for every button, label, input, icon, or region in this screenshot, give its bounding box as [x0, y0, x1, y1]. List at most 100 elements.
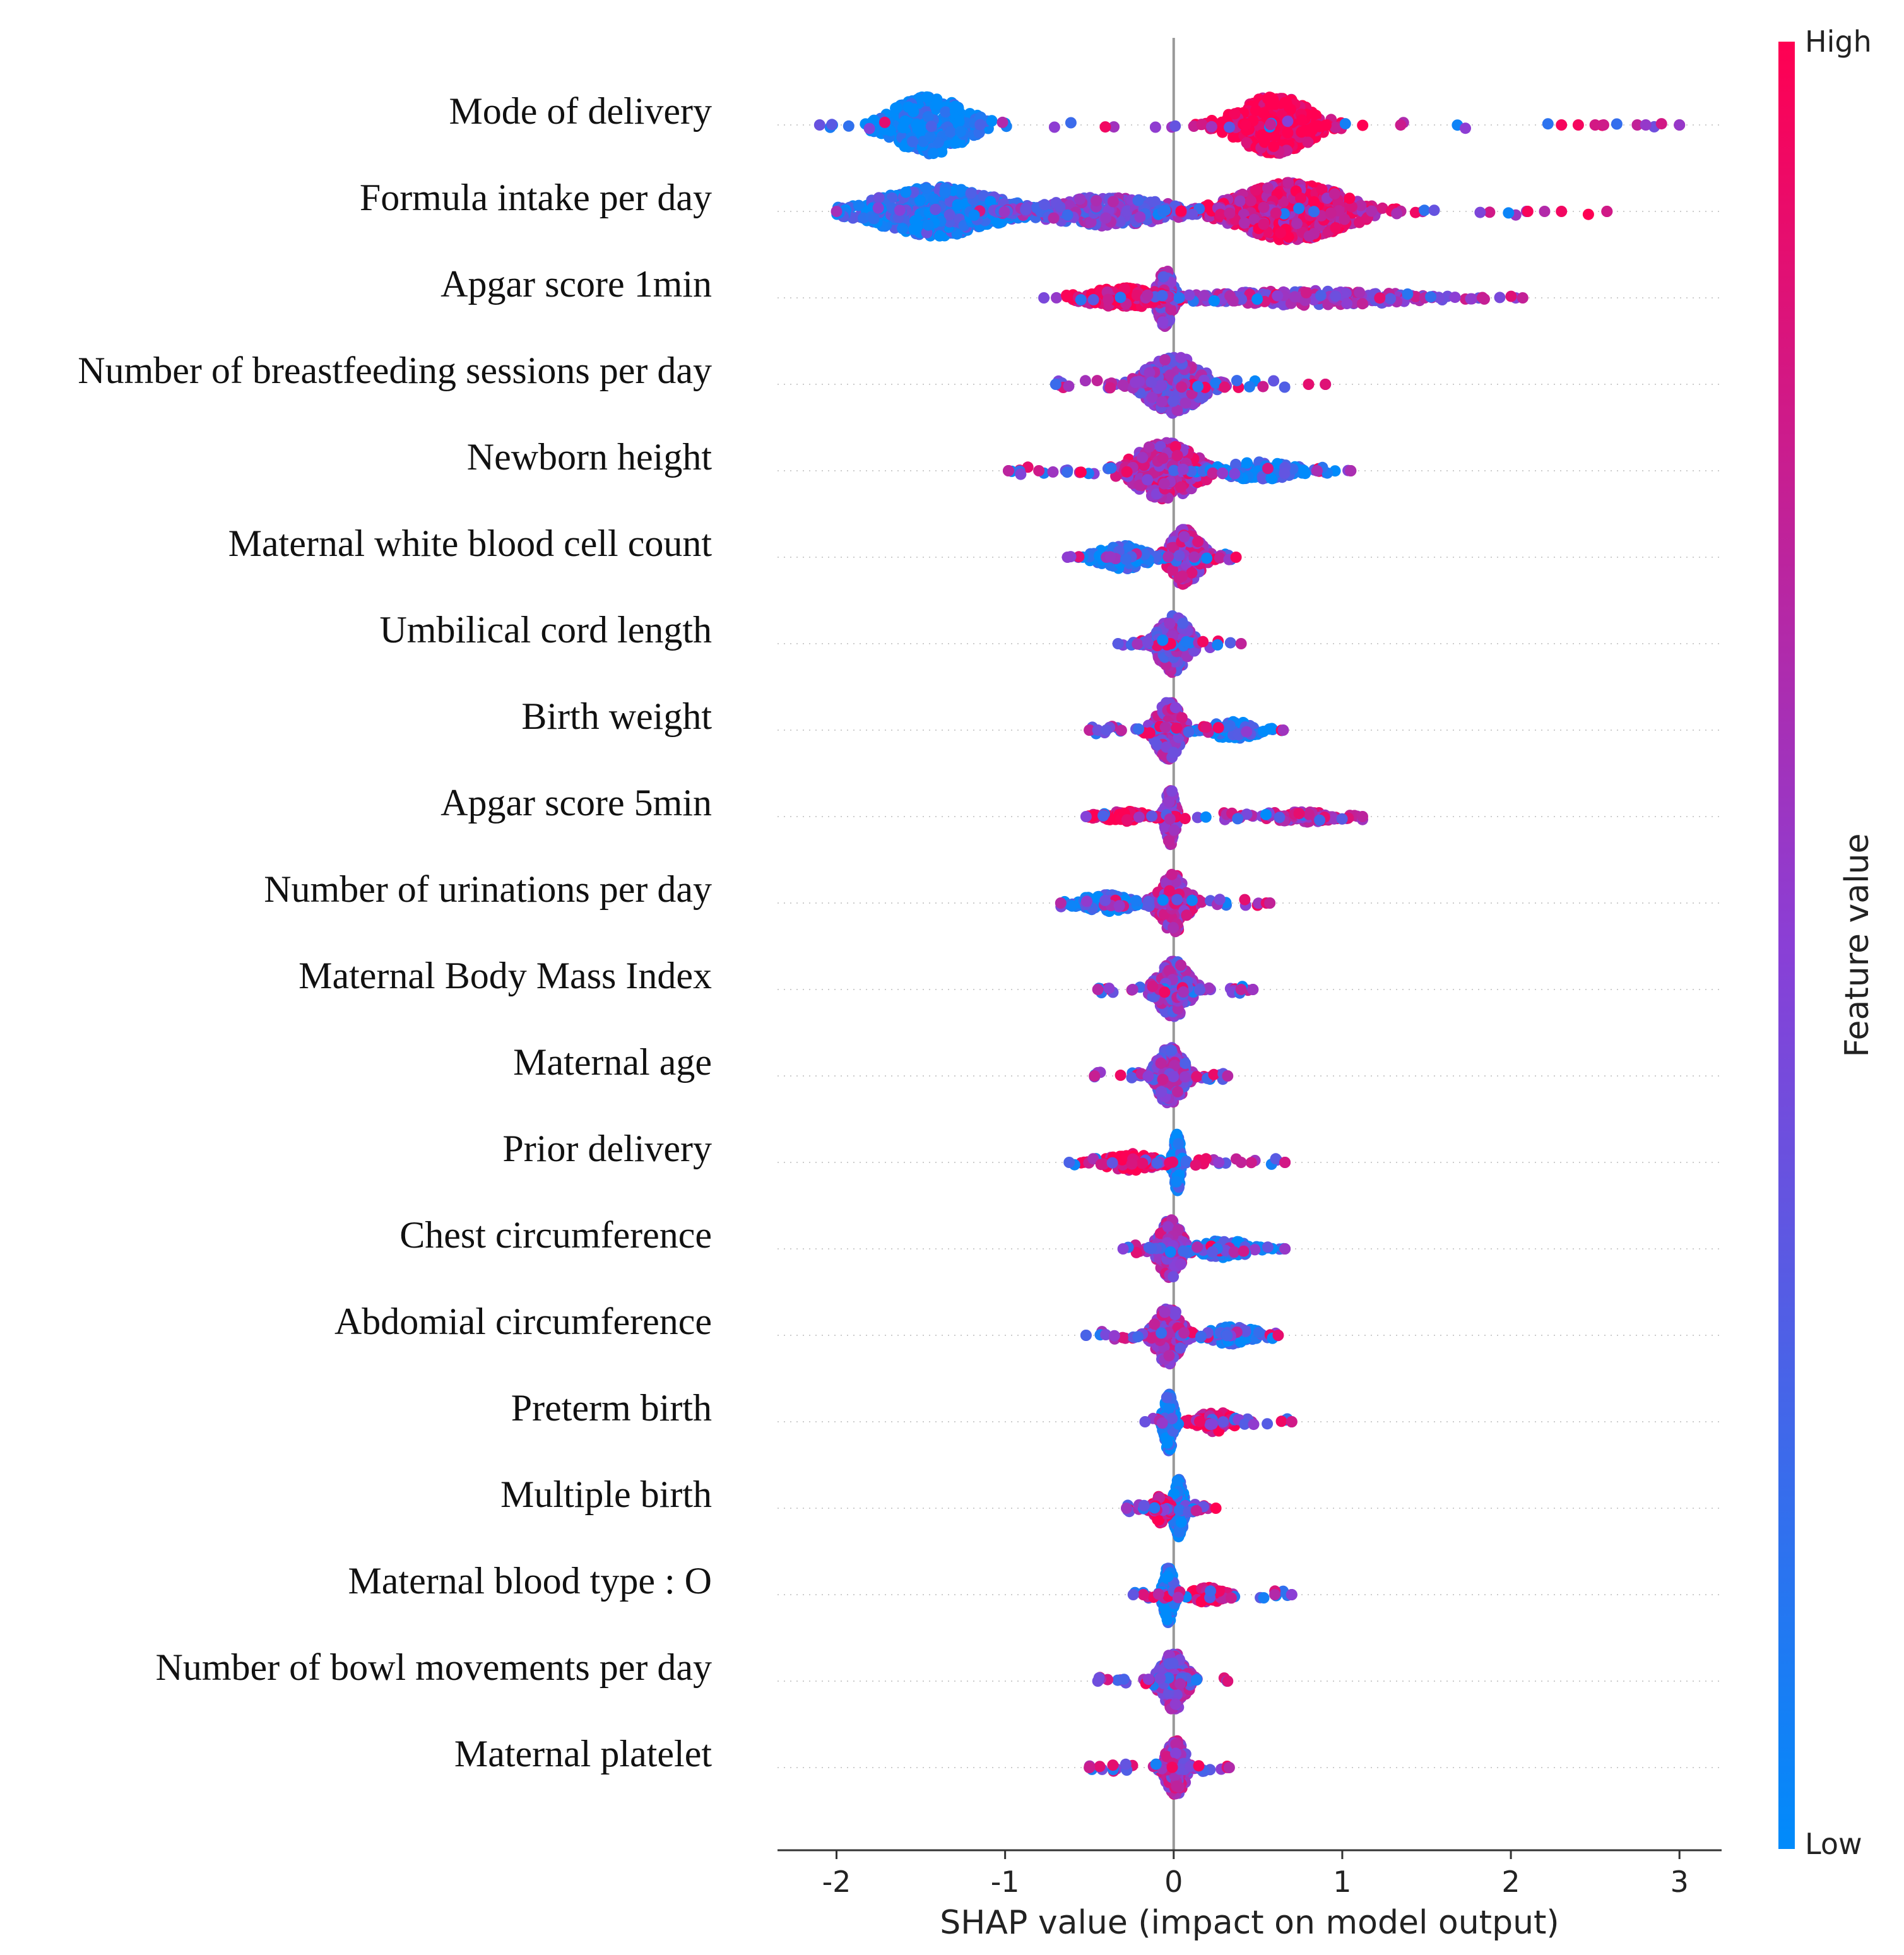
shap-point	[1197, 635, 1209, 647]
shap-point	[1395, 119, 1407, 131]
shap-point	[1212, 722, 1224, 734]
shap-point	[1419, 204, 1431, 216]
points-apgar-score-1min	[1038, 266, 1529, 332]
shap-point	[843, 120, 854, 132]
shap-point	[1183, 289, 1195, 301]
shap-point	[1166, 785, 1178, 797]
shap-point	[1099, 894, 1111, 906]
shap-point	[1097, 810, 1109, 822]
shap-point	[1176, 712, 1188, 724]
shap-point	[1133, 723, 1145, 735]
shap-point	[1391, 208, 1403, 220]
shap-point	[1291, 218, 1303, 230]
shap-point	[1208, 295, 1220, 307]
shap-point	[1239, 894, 1251, 906]
shap-point	[1265, 119, 1277, 131]
shap-point	[872, 202, 884, 214]
shap-point	[1075, 466, 1087, 478]
shap-point	[1262, 182, 1274, 194]
shap-point	[1121, 466, 1133, 478]
shap-point	[922, 111, 934, 122]
shap-point	[1104, 551, 1116, 563]
shap-point	[1200, 721, 1212, 733]
shap-point	[911, 119, 923, 131]
shap-point	[1238, 217, 1250, 229]
shap-point	[1539, 206, 1551, 217]
shap-point	[1385, 293, 1397, 305]
shap-point	[1224, 121, 1235, 133]
shap-point	[1258, 726, 1270, 737]
shap-point	[931, 98, 943, 110]
shap-point	[1315, 290, 1327, 302]
shap-point	[1275, 227, 1286, 239]
shap-point	[873, 192, 885, 204]
points-newborn-height	[1003, 437, 1357, 505]
shap-point	[1061, 552, 1073, 563]
shap-point	[998, 206, 1010, 218]
shap-point	[1330, 222, 1342, 234]
shap-point	[1177, 463, 1189, 475]
shap-point	[925, 121, 937, 133]
shap-point	[1474, 206, 1486, 218]
shap-point	[1051, 292, 1062, 304]
shap-point	[1163, 835, 1175, 847]
shap-point	[826, 119, 838, 131]
shap-point	[1192, 536, 1204, 548]
shap-point	[1061, 209, 1073, 221]
shap-point	[1556, 206, 1568, 217]
shap-point	[1176, 570, 1188, 582]
shap-point	[1339, 118, 1351, 130]
shap-point	[1344, 192, 1356, 204]
shap-point	[1356, 298, 1368, 310]
shap-point	[868, 213, 880, 225]
shap-point	[1250, 184, 1262, 196]
shap-point	[1075, 294, 1087, 306]
shap-point	[949, 100, 961, 112]
shap-point	[1219, 381, 1231, 393]
shap-point	[1330, 290, 1342, 302]
shap-point	[1542, 118, 1554, 130]
shap-point	[1241, 457, 1253, 469]
shap-point	[1631, 119, 1643, 131]
shap-point	[1589, 119, 1601, 131]
shap-point	[1080, 895, 1092, 907]
shap-point	[1460, 122, 1471, 134]
shap-point	[1171, 722, 1183, 734]
shap-point	[945, 126, 957, 138]
shap-point	[1015, 468, 1027, 480]
shap-point	[1048, 212, 1060, 224]
shap-point	[1186, 894, 1198, 906]
shap-point	[1224, 290, 1236, 302]
shap-point	[1180, 636, 1192, 647]
shap-point	[1289, 291, 1301, 303]
points-mode-of-delivery	[813, 91, 1686, 160]
points-formula-intake-per-day	[831, 177, 1613, 245]
shap-point	[1159, 721, 1171, 733]
shap-point	[1282, 115, 1294, 127]
shap-point	[1572, 119, 1584, 131]
shap-point	[1167, 395, 1179, 407]
shap-point	[1132, 638, 1144, 650]
shap-point	[1134, 211, 1146, 223]
shap-point	[1329, 121, 1341, 133]
shap-point	[1120, 553, 1132, 565]
shap-point	[1295, 192, 1307, 204]
shap-point	[1256, 129, 1268, 141]
shap-point	[1145, 376, 1157, 388]
shap-point	[907, 136, 919, 148]
shap-point	[1303, 379, 1315, 390]
shap-point	[1522, 206, 1534, 217]
shap-point	[1157, 634, 1169, 646]
beeswarm-points	[813, 91, 1686, 1800]
shap-point	[1260, 808, 1272, 820]
shap-point	[1345, 465, 1357, 476]
shap-point	[1159, 204, 1171, 216]
shap-point	[986, 115, 998, 127]
shap-point	[1217, 467, 1229, 479]
shap-point	[1267, 94, 1279, 105]
shap-point	[1505, 290, 1517, 302]
shap-point	[1183, 726, 1195, 738]
shap-point	[1164, 813, 1176, 825]
shap-point	[1268, 140, 1280, 152]
shap-point	[1341, 298, 1353, 310]
